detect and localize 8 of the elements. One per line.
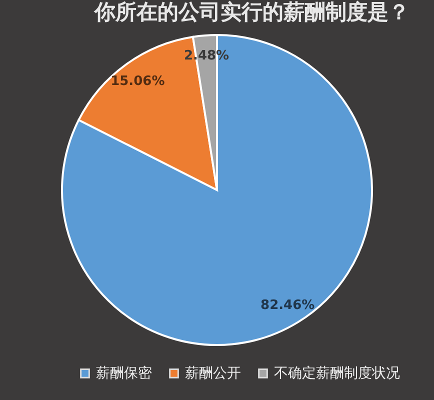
legend-label: 不确定薪酬制度状况 <box>274 364 400 380</box>
legend-label: 薪酬保密 <box>96 364 152 380</box>
chart-title: 你所在的公司实行的薪酬制度是？ <box>94 0 410 24</box>
data-label: 82.46% <box>260 298 315 313</box>
data-label: 2.48% <box>184 48 230 64</box>
pie-slice <box>61 34 373 346</box>
legend-label: 薪酬公开 <box>185 364 241 380</box>
data-label: 15.06% <box>110 74 165 89</box>
